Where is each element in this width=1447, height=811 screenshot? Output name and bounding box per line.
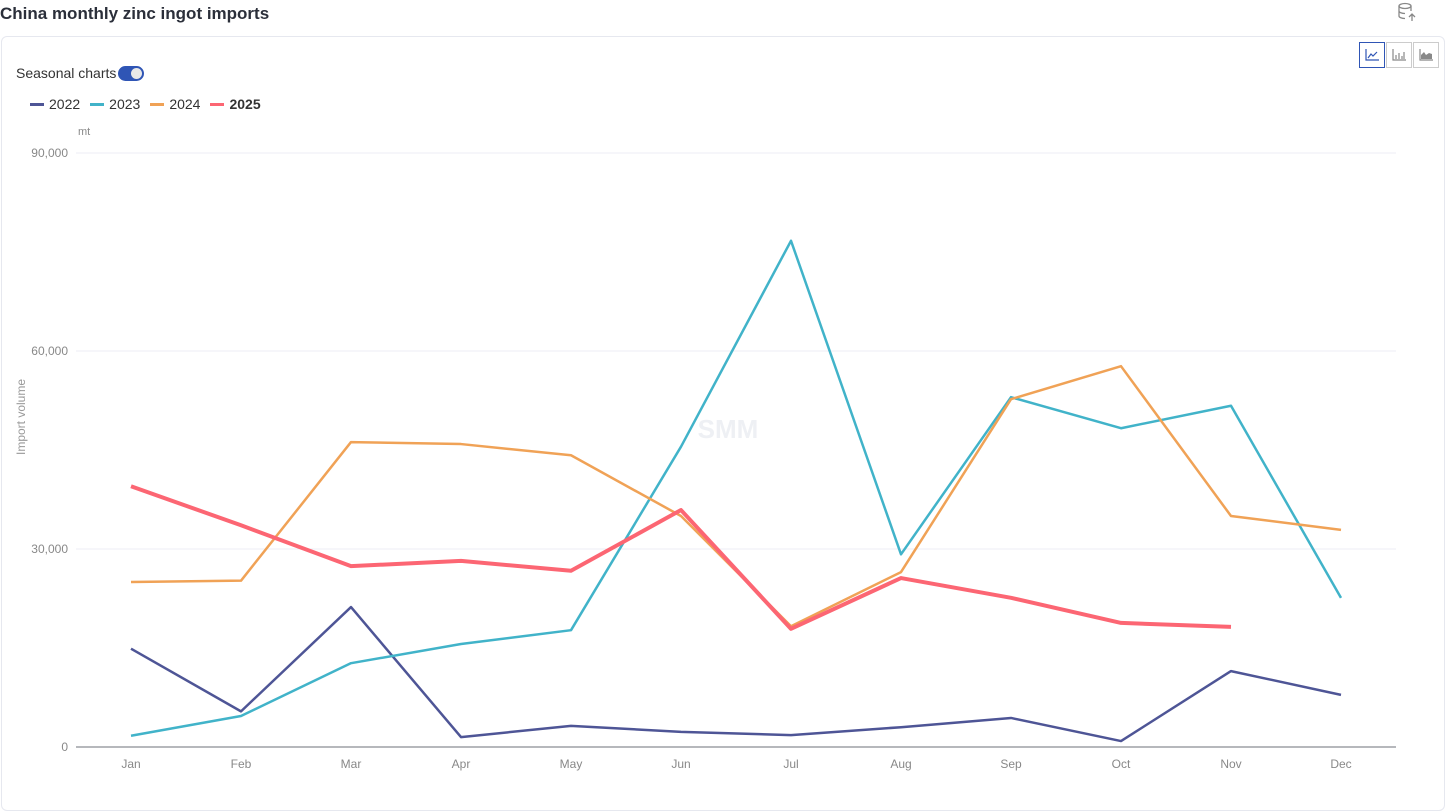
x-tick-label: Aug bbox=[890, 757, 911, 771]
x-tick-label: Jul bbox=[783, 757, 798, 771]
x-tick-label: Dec bbox=[1330, 757, 1351, 771]
watermark: SMM bbox=[698, 414, 759, 444]
x-tick-label: Jun bbox=[671, 757, 690, 771]
y-tick-label: 30,000 bbox=[31, 542, 68, 556]
y-tick-label: 90,000 bbox=[31, 146, 68, 160]
x-tick-label: Mar bbox=[341, 757, 362, 771]
x-tick-label: Feb bbox=[231, 757, 252, 771]
y-axis-title: Import volume bbox=[14, 379, 28, 455]
y-unit-label: mt bbox=[78, 126, 90, 138]
series-line-2023 bbox=[131, 241, 1341, 736]
x-tick-label: Sep bbox=[1000, 757, 1022, 771]
series-line-2022 bbox=[131, 607, 1341, 741]
series-line-2025 bbox=[131, 486, 1231, 629]
x-tick-label: Nov bbox=[1220, 757, 1241, 771]
y-tick-label: 60,000 bbox=[31, 344, 68, 358]
y-tick-label: 0 bbox=[61, 740, 68, 754]
series-line-2024 bbox=[131, 366, 1341, 626]
x-tick-label: Oct bbox=[1112, 757, 1131, 771]
x-tick-label: Jan bbox=[121, 757, 140, 771]
x-tick-label: Apr bbox=[452, 757, 471, 771]
x-tick-label: May bbox=[560, 757, 583, 771]
